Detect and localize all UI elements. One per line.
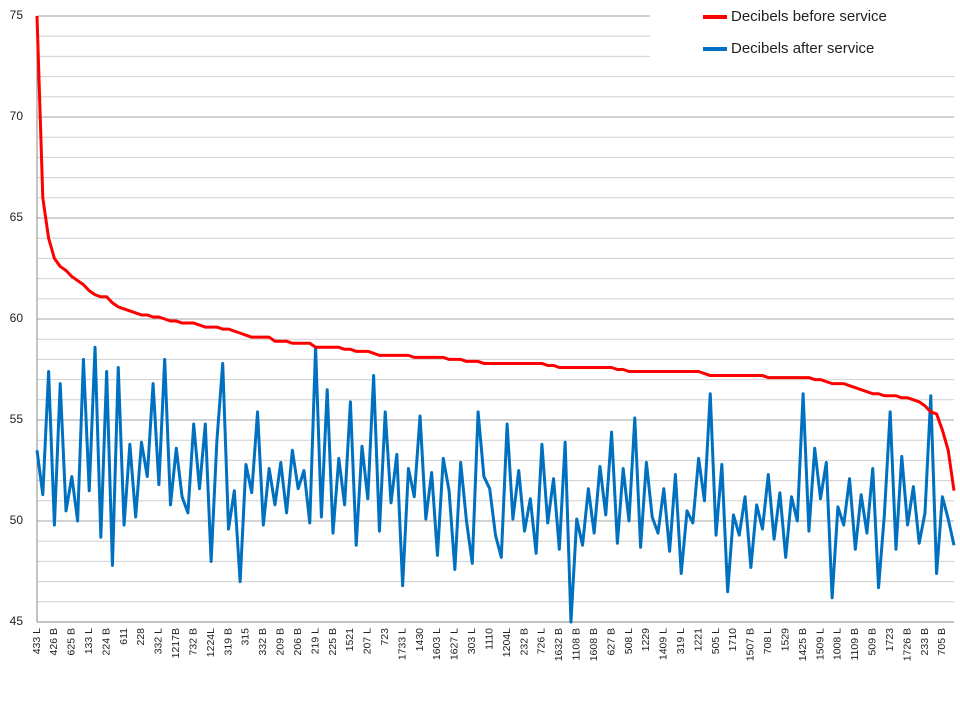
x-tick-label: 732 B (187, 628, 199, 655)
x-tick-label: 209 B (275, 628, 287, 655)
x-tick-label: 1733 L (396, 628, 408, 660)
x-tick-label: 1221 (692, 628, 704, 652)
x-tick-label: 1723 (884, 628, 896, 652)
y-tick-label: 65 (10, 210, 24, 224)
x-tick-label: 705 B (936, 628, 948, 655)
x-tick-label: 1509 L (814, 628, 826, 660)
series-line (35, 15, 956, 491)
x-tick-label: 319 B (222, 628, 234, 655)
series-line (35, 345, 956, 624)
x-tick-label: 723 (379, 628, 391, 646)
x-tick-label: 233 B (919, 628, 931, 655)
y-tick-label: 45 (10, 614, 24, 628)
x-tick-label: 206 B (292, 628, 304, 655)
y-tick-label: 60 (10, 311, 24, 325)
x-tick-label: 708 L (762, 628, 774, 654)
x-tick-label: 611 (118, 628, 130, 645)
x-tick-label: 225 B (327, 628, 339, 655)
x-tick-label: 509 B (867, 628, 879, 655)
legend-label: Decibels before service (731, 8, 887, 25)
x-tick-label: 1217B (170, 628, 182, 658)
x-tick-label: 1229 (640, 628, 652, 652)
x-tick-label: 726 L (536, 628, 548, 654)
x-tick-label: 1108 B (571, 628, 583, 661)
x-tick-label: 224 B (100, 628, 112, 655)
y-tick-label: 55 (10, 412, 24, 426)
x-tick-label: 1409 L (658, 628, 670, 660)
x-tick-label: 332 L (153, 628, 165, 654)
x-tick-label: 508 L (623, 628, 635, 654)
x-tick-label: 426 B (48, 628, 60, 655)
x-tick-label: 1627 L (449, 628, 461, 660)
y-tick-label: 50 (10, 513, 24, 527)
x-tick-label: 627 B (605, 628, 617, 655)
x-tick-label: 1425 B (797, 628, 809, 661)
x-tick-label: 505 L (710, 628, 722, 654)
x-tick-label: 1603 L (431, 628, 443, 660)
x-tick-label: 332 B (257, 628, 269, 655)
x-tick-label: 133 L (83, 628, 95, 654)
y-tick-label: 70 (10, 109, 24, 123)
x-tick-label: 1632 B (553, 628, 565, 661)
x-tick-label: 319 L (675, 628, 687, 654)
x-tick-label: 625 B (66, 628, 78, 655)
legend-label: Decibels after service (731, 40, 874, 57)
y-tick-label: 75 (10, 8, 24, 22)
x-tick-label: 1430 (414, 628, 426, 652)
x-tick-label: 1710 (727, 628, 739, 652)
x-tick-label: 1110 (483, 628, 495, 650)
x-tick-label: 303 L (466, 628, 478, 654)
legend-box (650, 0, 960, 60)
x-tick-label: 1109 B (849, 628, 861, 661)
x-tick-label: 228 (135, 628, 147, 646)
x-tick-label: 1008 L (832, 628, 844, 660)
x-tick-label: 433 L (31, 628, 43, 654)
x-tick-label: 1529 (779, 628, 791, 652)
x-tick-label: 232 B (518, 628, 530, 655)
x-tick-label: 1507 B (745, 628, 757, 661)
x-tick-label: 1608 B (588, 628, 600, 661)
x-tick-label: 1521 (344, 628, 356, 652)
x-tick-label: 219 L (309, 628, 321, 654)
x-tick-label: 315 (240, 628, 252, 646)
x-tick-label: 207 L (362, 628, 374, 654)
x-tick-label: 1224L (205, 628, 217, 657)
x-tick-label: 1204L (501, 628, 513, 657)
x-tick-label: 1726 B (901, 628, 913, 661)
